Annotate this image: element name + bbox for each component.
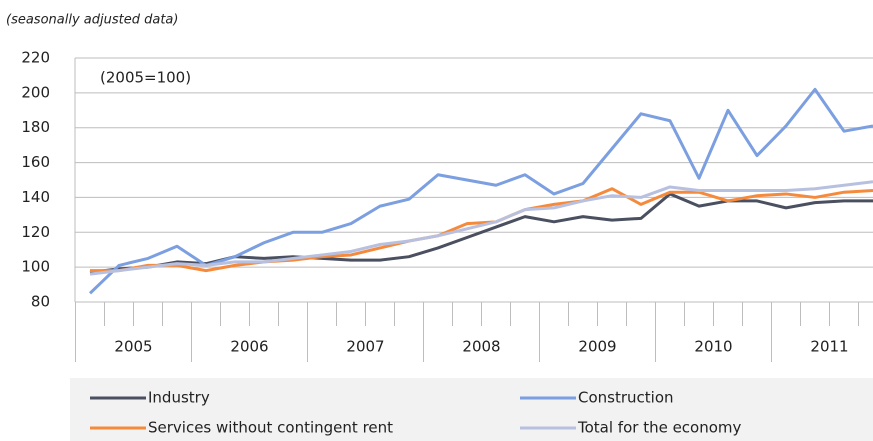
x-tick-label: 2005 [114,338,152,356]
x-tick-label: 2006 [230,338,268,356]
legend-label: Industry [148,389,210,407]
y-tick-label: 80 [31,293,50,311]
y-tick-label: 160 [21,153,50,171]
series-line [89,192,873,274]
chart-subtitle: (seasonally adjusted data) [6,13,178,28]
series-line [88,87,873,295]
y-tick-label: 100 [21,258,50,276]
x-tick-label: 2009 [578,338,616,356]
y-tick-label: 120 [21,223,50,241]
x-tick-label: 2011 [810,338,848,356]
legend-box [70,378,873,441]
x-tick-label: 2008 [462,338,500,356]
y-tick-label: 220 [21,49,50,67]
y-tick-label: 180 [21,118,50,136]
series-line [89,180,873,276]
x-tick-label: 2007 [346,338,384,356]
y-tick-label: 140 [21,188,50,206]
y-tick-label: 200 [21,83,50,101]
x-tick-label: 2010 [694,338,732,356]
series-line [90,187,873,273]
annotation: (2005=100) [100,69,191,87]
legend-label: Construction [578,389,674,407]
legend-label: Services without contingent rent [148,419,393,437]
legend-label: Total for the economy [577,419,742,437]
